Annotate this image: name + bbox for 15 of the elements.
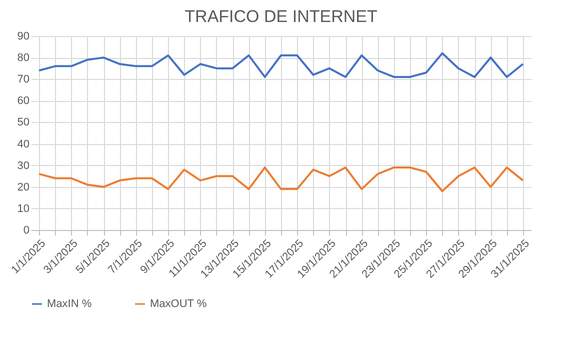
chart-title: TRAFICO DE INTERNET: [184, 7, 378, 26]
y-tick-label: 40: [17, 138, 30, 150]
y-tick-label: 30: [17, 160, 30, 172]
y-tick-label: 0: [23, 224, 30, 236]
y-tick-label: 90: [17, 30, 30, 42]
y-tick-label: 10: [17, 202, 30, 215]
y-tick-label: 20: [17, 181, 30, 194]
y-tick-label: 80: [17, 52, 30, 64]
legend-label: MaxIN %: [47, 298, 92, 310]
y-tick-label: 50: [17, 116, 30, 129]
y-tick-label: 70: [17, 74, 30, 86]
legend-label: MaxOUT %: [150, 298, 207, 310]
y-tick-label: 60: [17, 95, 30, 108]
line-series: [38, 166, 524, 192]
line-series: [38, 52, 524, 78]
